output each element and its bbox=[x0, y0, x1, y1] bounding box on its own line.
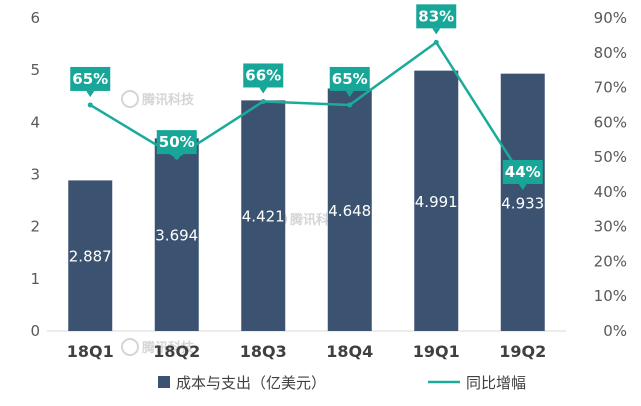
watermark-text: 腾讯科技 bbox=[141, 92, 195, 108]
category-label: 18Q4 bbox=[326, 342, 373, 361]
left-tick-label: 4 bbox=[30, 113, 40, 131]
right-tick-label: 0% bbox=[603, 322, 627, 340]
line-series bbox=[87, 39, 526, 181]
left-tick-label: 6 bbox=[30, 9, 40, 27]
right-tick-label: 60% bbox=[594, 113, 627, 131]
line-value-label: 83% bbox=[418, 7, 454, 25]
line-value-label: 65% bbox=[332, 70, 368, 88]
line-point bbox=[433, 39, 439, 45]
left-tick-label: 0 bbox=[30, 322, 40, 340]
legend-line-label: 同比增幅 bbox=[466, 374, 526, 392]
left-tick-label: 1 bbox=[30, 270, 40, 288]
category-label: 19Q1 bbox=[413, 342, 460, 361]
right-tick-label: 70% bbox=[594, 79, 627, 97]
watermark-logo-icon bbox=[121, 338, 139, 356]
right-tick-label: 10% bbox=[594, 287, 627, 305]
line-callout-box bbox=[329, 66, 370, 91]
watermark-logo-icon bbox=[121, 90, 139, 108]
line-callout-pointer bbox=[432, 28, 441, 35]
right-tick-label: 80% bbox=[594, 44, 627, 62]
line-callout-box bbox=[502, 159, 543, 184]
left-tick-label: 2 bbox=[30, 218, 40, 236]
category-label: 18Q2 bbox=[153, 342, 200, 361]
bar bbox=[68, 180, 113, 331]
line-callout-box bbox=[156, 130, 197, 155]
right-tick-label: 40% bbox=[594, 183, 627, 201]
line-callout-pointer bbox=[518, 183, 527, 190]
category-label: 19Q2 bbox=[499, 342, 546, 361]
bar bbox=[414, 70, 459, 331]
right-tick-label: 20% bbox=[594, 252, 627, 270]
bar-value-label: 4.933 bbox=[501, 194, 544, 212]
line-value-label: 44% bbox=[505, 163, 541, 181]
left-axis: 0 1 2 3 4 5 6 bbox=[30, 9, 40, 340]
line-callout-box bbox=[70, 66, 111, 91]
line-callout-pointer bbox=[86, 90, 95, 97]
category-label: 18Q1 bbox=[67, 342, 114, 361]
legend-bar-swatch bbox=[158, 376, 170, 388]
bar-value-label: 3.694 bbox=[155, 227, 198, 245]
bar-value-label: 4.991 bbox=[415, 193, 458, 211]
right-tick-label: 90% bbox=[594, 9, 627, 27]
category-label: 18Q3 bbox=[240, 342, 287, 361]
bar bbox=[154, 138, 199, 331]
line-point bbox=[347, 102, 353, 108]
bar-value-label: 4.421 bbox=[242, 208, 285, 226]
line-value-label: 50% bbox=[159, 133, 195, 151]
left-tick-label: 3 bbox=[30, 166, 40, 184]
line-callout-pointer bbox=[172, 154, 181, 161]
line-value-label: 65% bbox=[72, 70, 108, 88]
line-value-label: 66% bbox=[245, 66, 281, 84]
bar-series bbox=[68, 70, 545, 332]
bar-value-label: 4.648 bbox=[328, 202, 371, 220]
right-tick-label: 30% bbox=[594, 218, 627, 236]
left-tick-label: 5 bbox=[30, 61, 40, 79]
right-axis: 0% 10% 20% 30% 40% 50% 60% 70% 80% 90% bbox=[594, 9, 627, 340]
line-point bbox=[260, 98, 266, 104]
watermark-text: 腾讯科技 bbox=[141, 340, 195, 356]
bar-labels: 2.887 3.694 4.421 4.648 4.991 4.933 bbox=[69, 193, 544, 266]
bar bbox=[327, 88, 372, 332]
bar bbox=[500, 73, 545, 331]
bar-value-label: 2.887 bbox=[69, 248, 112, 266]
line-labels: 65% 50% 66% 65% 83% 44% bbox=[70, 4, 543, 190]
x-axis: 18Q1 18Q2 18Q3 18Q4 19Q1 19Q2 bbox=[67, 342, 547, 361]
bar bbox=[241, 100, 286, 331]
legend: 成本与支出（亿美元） 同比增幅 bbox=[158, 374, 526, 392]
line-callout-box bbox=[416, 4, 457, 29]
line-callout-pointer bbox=[259, 87, 268, 94]
line-callout-pointer bbox=[345, 90, 354, 97]
legend-bar-label: 成本与支出（亿美元） bbox=[176, 374, 326, 392]
line-callout-box bbox=[243, 63, 284, 88]
right-tick-label: 50% bbox=[594, 148, 627, 166]
line-point bbox=[87, 102, 93, 108]
